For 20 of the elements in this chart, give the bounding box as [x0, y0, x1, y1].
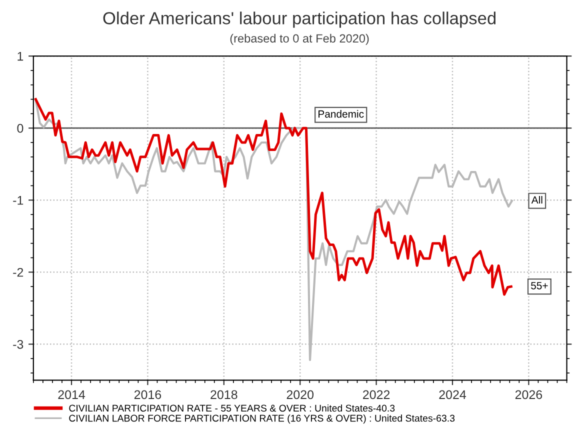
- x-tick-label: 2024: [439, 390, 466, 400]
- x-tick-label: 2018: [210, 390, 238, 400]
- y-tick-label: -2: [13, 268, 24, 277]
- line-series: [34, 98, 512, 296]
- annotation: 55+: [531, 282, 548, 290]
- chart-title: Older Americans' labour participation has collapsed: [103, 12, 496, 28]
- y-tick-label: 1: [18, 52, 24, 61]
- legend-label: CIVILIAN LABOR FORCE PARTICIPATION RATE (16 YRS & OVER) : United States-63.3: [69, 414, 455, 424]
- y-tick-label: -3: [13, 340, 24, 349]
- chart-subtitle: (rebased to 0 at Feb 2020): [230, 34, 369, 45]
- annotation: All: [531, 196, 542, 204]
- y-tick-label: 0: [17, 124, 24, 133]
- annotation: Pandemic: [318, 110, 364, 118]
- x-tick-label: 2016: [134, 390, 162, 400]
- x-tick-label: 2026: [515, 390, 542, 400]
- x-tick-label: 2020: [286, 390, 314, 400]
- x-tick-label: 2022: [363, 390, 390, 400]
- legend-label: CIVILIAN PARTICIPATION RATE - 55 YEARS & OVER : United States-40.3: [69, 404, 395, 412]
- y-tick-label: -1: [13, 196, 24, 205]
- x-tick-label: 2014: [58, 390, 86, 400]
